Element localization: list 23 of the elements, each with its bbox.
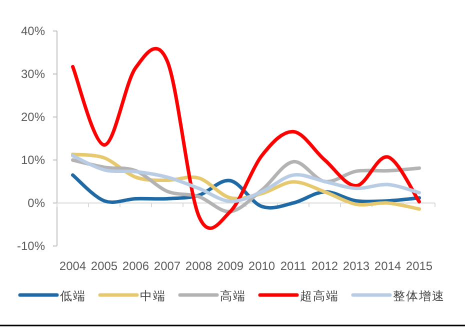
x-tick-label: 2004 bbox=[59, 259, 86, 273]
x-tick-label: 2010 bbox=[248, 259, 276, 273]
legend-label: 中端 bbox=[140, 289, 166, 303]
y-tick-label: -10% bbox=[16, 239, 46, 253]
x-tick-label: 2005 bbox=[90, 259, 118, 273]
x-tick-label: 2013 bbox=[342, 259, 370, 273]
y-tick-label: 30% bbox=[20, 67, 46, 81]
x-tick-label: 2006 bbox=[122, 259, 150, 273]
legend-label: 超高端 bbox=[300, 289, 339, 303]
y-tick-label: 0% bbox=[28, 196, 46, 210]
x-tick-label: 2009 bbox=[216, 259, 244, 273]
x-tick-label: 2007 bbox=[154, 259, 181, 273]
legend-label: 整体增速 bbox=[393, 289, 445, 303]
x-tick-label: 2011 bbox=[280, 259, 306, 273]
x-tick-label: 2008 bbox=[185, 259, 212, 273]
y-tick-label: 20% bbox=[20, 110, 46, 124]
x-tick-label: 2015 bbox=[406, 259, 433, 273]
x-tick-label: 2012 bbox=[311, 259, 338, 273]
y-tick-label: 10% bbox=[20, 153, 46, 167]
legend-label: 高端 bbox=[220, 289, 246, 303]
y-tick-label: 40% bbox=[20, 24, 46, 38]
x-tick-label: 2014 bbox=[374, 259, 402, 273]
legend-label: 低端 bbox=[60, 289, 86, 303]
